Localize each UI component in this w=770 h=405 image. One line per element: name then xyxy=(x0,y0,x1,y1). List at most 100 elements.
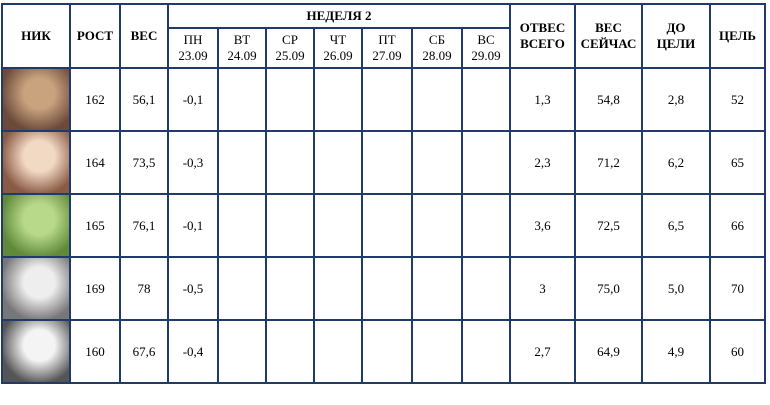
day-date: 27.09 xyxy=(372,48,402,63)
header: РОСТ xyxy=(69,3,121,69)
weight: 78 xyxy=(119,256,169,321)
photo xyxy=(3,321,69,382)
day-cell xyxy=(361,67,413,132)
header-row: НИК РОСТ ВЕС НЕДЕЛЯ 2 ОТВЕС ВСЕГО ВЕС СЕЙЧ… xyxy=(1,3,766,69)
to-goal: 5,0 xyxy=(641,256,711,321)
day-cell: -0,1 xyxy=(167,193,219,258)
day-cell xyxy=(217,193,267,258)
weight: 76,1 xyxy=(119,193,169,258)
weight: 67,6 xyxy=(119,319,169,384)
photo xyxy=(3,69,69,130)
header-line: ВЕС xyxy=(595,20,622,35)
day-date: 28.09 xyxy=(422,48,452,63)
to-goal: 6,5 xyxy=(641,193,711,258)
table-body: 162 56,1 -0,1 1,3 54,8 2,8 52 164 73,5 -0,3 2,3 71,… xyxy=(1,67,766,384)
header-line: ДО xyxy=(666,20,686,35)
header: ОТВЕС ВСЕГО xyxy=(509,3,576,69)
photo-cell xyxy=(1,319,71,384)
photo-cell xyxy=(1,193,71,258)
day-cell xyxy=(217,67,267,132)
goal: 52 xyxy=(709,67,766,132)
weight: 56,1 xyxy=(119,67,169,132)
day-cell: -0,1 xyxy=(167,67,219,132)
photo-cell xyxy=(1,67,71,132)
day-cell xyxy=(461,193,511,258)
weight-table: НИК РОСТ ВЕС НЕДЕЛЯ 2 ОТВЕС ВСЕГО ВЕС СЕЙЧ… xyxy=(1,3,766,384)
data-row: 160 67,6 -0,4 2,7 64,9 4,9 60 xyxy=(1,319,766,384)
goal: 60 xyxy=(709,319,766,384)
day-cell xyxy=(361,193,413,258)
day-cell xyxy=(313,130,363,195)
day-date: 24.09 xyxy=(227,48,257,63)
day-cell xyxy=(461,130,511,195)
day-cell xyxy=(265,193,315,258)
day-header: СБ 28.09 xyxy=(411,27,463,69)
height: 169 xyxy=(69,256,121,321)
data-row: 165 76,1 -0,1 3,6 72,5 6,5 66 xyxy=(1,193,766,258)
day-cell xyxy=(265,130,315,195)
lost-total: 1,3 xyxy=(509,67,576,132)
header-line: СЕЙЧАС xyxy=(580,36,637,51)
height: 162 xyxy=(69,67,121,132)
day-cell xyxy=(461,319,511,384)
days-row: ПН 23.09 ВТ 24.09 СР 25.09 ЧТ 26.09 ПТ 27.09 СБ 28.… xyxy=(2,27,765,69)
day-cell xyxy=(411,256,463,321)
height: 160 xyxy=(69,319,121,384)
day-cell xyxy=(313,193,363,258)
weight: 73,5 xyxy=(119,130,169,195)
day-cell xyxy=(217,256,267,321)
day-cell: -0,4 xyxy=(167,319,219,384)
goal: 70 xyxy=(709,256,766,321)
header: ДО ЦЕЛИ xyxy=(641,3,711,69)
photo xyxy=(3,258,69,319)
day-date: 29.09 xyxy=(471,48,501,63)
day-cell xyxy=(361,256,413,321)
day-cell xyxy=(411,130,463,195)
header-line: ЦЕЛИ xyxy=(656,36,696,51)
day-header: ВС 29.09 xyxy=(461,27,511,69)
day-cell xyxy=(411,193,463,258)
header: ВЕС СЕЙЧАС xyxy=(574,3,643,69)
day-header: ПН 23.09 xyxy=(167,27,219,69)
lost-total: 3 xyxy=(509,256,576,321)
data-row: 169 78 -0,5 3 75,0 5,0 70 xyxy=(1,256,766,321)
photo xyxy=(3,195,69,256)
day-cell: -0,3 xyxy=(167,130,219,195)
day-name: ВТ xyxy=(233,32,251,47)
weight-now: 64,9 xyxy=(574,319,643,384)
day-cell: -0,5 xyxy=(167,256,219,321)
header: ЦЕЛЬ xyxy=(709,3,766,69)
to-goal: 6,2 xyxy=(641,130,711,195)
photo-cell xyxy=(1,130,71,195)
day-name: СР xyxy=(282,32,298,47)
day-cell xyxy=(313,67,363,132)
day-header: СР 25.09 xyxy=(265,27,315,69)
weight-now: 71,2 xyxy=(574,130,643,195)
lost-total: 2,7 xyxy=(509,319,576,384)
to-goal: 2,8 xyxy=(641,67,711,132)
header: НЕДЕЛЯ 2 xyxy=(167,3,511,29)
header-line: ВСЕГО xyxy=(520,36,565,51)
day-cell xyxy=(411,319,463,384)
day-name: ПН xyxy=(183,32,203,47)
day-cell xyxy=(265,319,315,384)
goal: 66 xyxy=(709,193,766,258)
day-name: ВС xyxy=(477,32,495,47)
day-cell xyxy=(217,319,267,384)
day-cell xyxy=(217,130,267,195)
day-name: ПТ xyxy=(378,32,396,47)
photo xyxy=(3,132,69,193)
goal: 65 xyxy=(709,130,766,195)
header: ВЕС xyxy=(119,3,169,69)
header-line: ОТВЕС xyxy=(519,20,566,35)
day-cell xyxy=(361,319,413,384)
day-name: СБ xyxy=(428,32,446,47)
day-cell xyxy=(313,256,363,321)
day-date: 25.09 xyxy=(275,48,305,63)
lost-total: 3,6 xyxy=(509,193,576,258)
weight-now: 72,5 xyxy=(574,193,643,258)
day-date: 26.09 xyxy=(323,48,353,63)
day-name: ЧТ xyxy=(329,32,347,47)
day-header: ЧТ 26.09 xyxy=(313,27,363,69)
day-cell xyxy=(361,130,413,195)
